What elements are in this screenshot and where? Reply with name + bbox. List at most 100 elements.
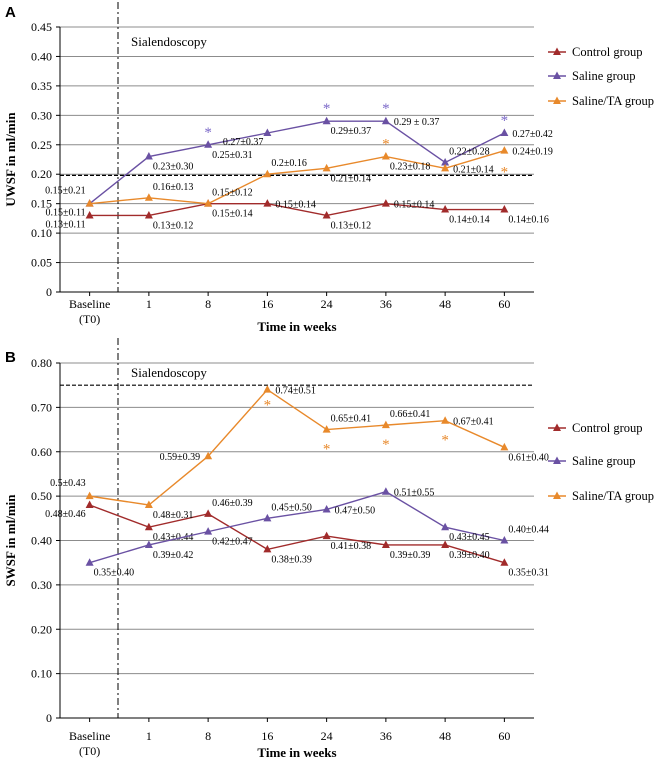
data-point-control	[144, 522, 153, 531]
data-label-saline: 0.29±0.37	[331, 126, 372, 137]
legend-item-control: Control group	[548, 421, 642, 435]
data-point-saline_ta	[381, 420, 390, 429]
data-label-saline: 0.45±0.50	[271, 502, 312, 513]
data-point-saline	[500, 128, 509, 136]
data-point-saline	[263, 128, 272, 136]
data-point-saline	[441, 157, 450, 166]
y-tick-label: 0.40	[31, 49, 52, 63]
x-axis-title: Time in weeks	[257, 319, 336, 334]
data-point-control	[263, 199, 272, 207]
data-label-control: 0.35±0.31	[508, 568, 549, 579]
data-point-saline_ta	[381, 152, 390, 160]
x-tick-label: 24	[321, 297, 333, 311]
data-label-control: 0.39±0.39	[390, 550, 431, 561]
y-tick-label: 0.30	[31, 578, 52, 592]
data-point-saline	[263, 513, 272, 522]
x-tick-label: 48	[439, 297, 451, 311]
legend-item-saline: Saline group	[548, 69, 636, 83]
x-tick-label: 16	[261, 729, 273, 743]
x-tick-label: Baseline	[69, 297, 110, 311]
data-label-saline_ta: 0.24±0.19	[512, 147, 553, 158]
data-point-saline	[322, 504, 331, 513]
data-label-saline: 0.27±0.42	[512, 129, 553, 140]
significance-star: *	[323, 101, 331, 117]
data-label-saline_ta: 0.16±0.13	[153, 182, 194, 193]
data-label-saline_ta: 0.5±0.43	[50, 478, 86, 489]
significance-star: *	[382, 137, 390, 153]
data-label-saline_ta: 0.15±0.12	[212, 188, 253, 199]
x-tick-label: 1	[146, 297, 152, 311]
series-control: 0.48±0.46 0.43±0.44 0.46±0.39 0.38±0.39 0.41…	[45, 498, 549, 579]
legend-item-saline_ta: Saline/TA group	[548, 94, 654, 108]
data-point-control	[322, 210, 331, 219]
sialendoscopy-label: Sialendoscopy	[131, 365, 207, 380]
data-point-saline	[144, 152, 153, 160]
x-axis-title: Time in weeks	[257, 745, 336, 760]
legend-label: Control group	[572, 421, 642, 435]
data-point-saline_ta	[144, 193, 153, 201]
data-label-saline: 0.35±0.40	[94, 568, 135, 579]
data-label-saline: 0.22±0.28	[449, 146, 490, 157]
chart-panel-b: B 0 0.10 0.20 0.30 0.40 0.50 0.60 0.70 0.80 Baseli…	[3, 338, 654, 760]
data-label-saline: 0.27±0.37	[223, 137, 264, 148]
data-label-saline_ta: 0.66±0.41	[390, 409, 431, 420]
legend-swatch-marker	[553, 423, 561, 431]
significance-star: *	[264, 398, 272, 414]
legend-label: Control group	[572, 45, 642, 59]
data-point-control	[381, 540, 390, 548]
data-point-control	[263, 544, 272, 553]
x-tick-label: 16	[261, 297, 273, 311]
data-point-control	[381, 199, 390, 207]
y-tick-label: 0.60	[31, 445, 52, 459]
legend-label: Saline/TA group	[572, 489, 654, 503]
x-tick-label: 24	[321, 729, 333, 743]
legend-label: Saline/TA group	[572, 94, 654, 108]
data-label-control: 0.13±0.11	[46, 219, 86, 230]
x-tick-label-line2: (T0)	[79, 312, 100, 326]
data-label-control: 0.43±0.44	[153, 532, 194, 543]
data-point-saline	[204, 527, 213, 535]
significance-star: *	[204, 125, 212, 141]
data-label-saline_ta: 0.59±0.39	[160, 452, 201, 463]
series-line-saline_ta	[89, 149, 505, 205]
data-label-saline: 0.23±0.30	[153, 162, 194, 173]
data-label-saline_ta: 0.23±0.18	[390, 162, 431, 173]
x-tick-label-line2: (T0)	[79, 744, 100, 758]
data-point-control	[500, 558, 509, 566]
x-tick-label: 36	[380, 729, 392, 743]
data-label-control: 0.15±0.14	[212, 209, 253, 220]
data-point-control	[500, 205, 509, 213]
x-tick-label: 1	[146, 729, 152, 743]
data-label-control: 0.13±0.12	[331, 220, 372, 231]
data-point-saline_ta	[441, 163, 450, 172]
significance-star: *	[441, 433, 449, 449]
x-tick-label: 60	[498, 297, 510, 311]
legend-swatch-marker	[553, 456, 561, 464]
series-line-control	[89, 202, 505, 217]
y-axis-title: SWSF in ml/min	[3, 494, 18, 587]
x-tick-label: Baseline	[69, 729, 110, 743]
data-label-saline_ta: 0.48±0.31	[153, 510, 194, 521]
data-label-control: 0.14±0.16	[508, 215, 549, 226]
legend-label: Saline group	[572, 69, 636, 83]
legend-swatch-marker	[553, 96, 561, 104]
legend-swatch-marker	[553, 47, 561, 55]
y-tick-label: 0.20	[31, 167, 52, 181]
y-tick-label: 0	[46, 285, 52, 299]
legend-item-saline_ta: Saline/TA group	[548, 489, 654, 503]
data-label-saline_ta: 0.15±0.21	[45, 186, 86, 197]
y-tick-label: 0.45	[31, 20, 52, 34]
y-tick-label: 0.05	[31, 256, 52, 270]
data-label-control: 0.13±0.12	[153, 220, 194, 231]
legend-swatch-marker	[553, 71, 561, 79]
significance-star: *	[501, 165, 509, 181]
y-tick-label: 0.70	[31, 400, 52, 414]
y-tick-label: 0	[46, 711, 52, 725]
series-line-saline	[89, 490, 505, 564]
x-tick-label: 48	[439, 729, 451, 743]
data-label-saline_ta: 0.61±0.40	[508, 452, 549, 463]
panel-letter: A	[5, 4, 16, 21]
x-tick-label: 60	[498, 729, 510, 743]
data-label-saline_ta: 0.21±0.14	[453, 164, 494, 175]
data-label-saline: 0.42±0.47	[212, 537, 253, 548]
